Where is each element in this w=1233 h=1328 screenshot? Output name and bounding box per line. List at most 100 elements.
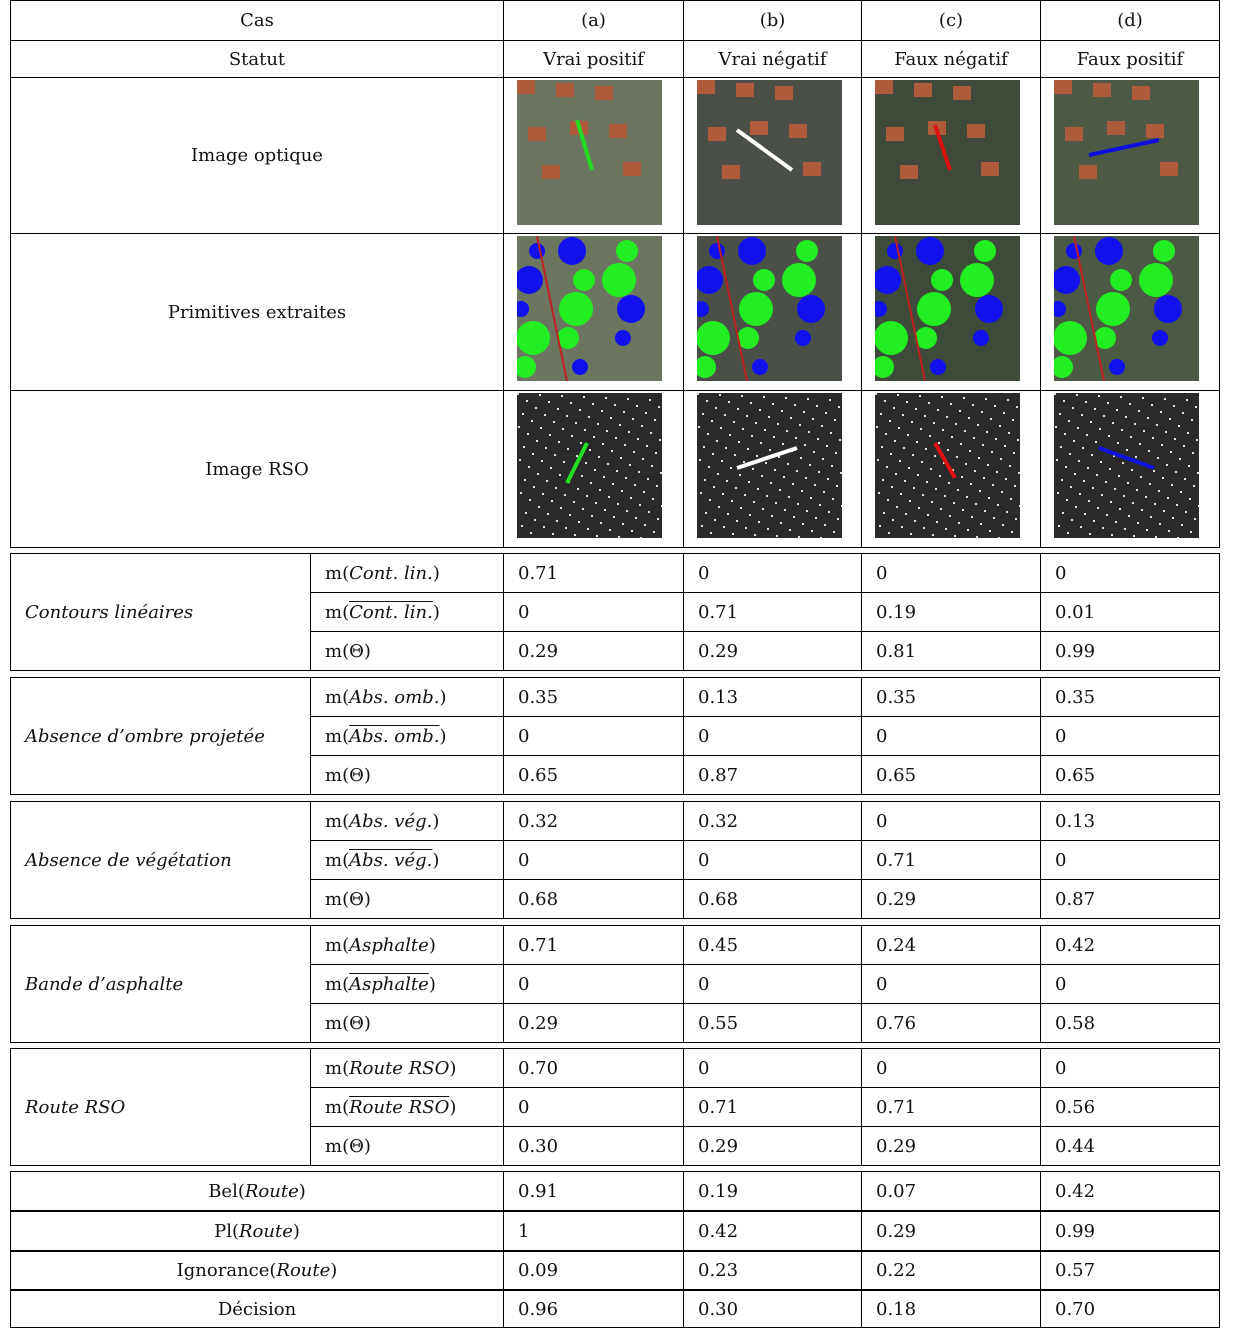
- value: 0.68: [698, 888, 739, 910]
- value-cell: 0: [503, 1087, 684, 1127]
- value: 0.96: [518, 1298, 559, 1320]
- value-cell: 0: [683, 964, 862, 1004]
- value-cell: 0.30: [683, 1290, 862, 1328]
- label-text: m(: [325, 601, 350, 623]
- value-cell: 0.57: [1040, 1251, 1220, 1290]
- value: 1: [518, 1220, 530, 1242]
- value-cell: 0.71: [503, 925, 684, 965]
- value: 0: [518, 1096, 530, 1118]
- value: 0: [1055, 725, 1067, 747]
- value-cell: 0: [861, 801, 1041, 841]
- mass-label: m(Θ): [310, 755, 504, 795]
- value: 0.29: [876, 888, 917, 910]
- value-cell: 0.29: [861, 1126, 1041, 1166]
- header-cell: Cas: [10, 0, 504, 41]
- value-cell: 0.70: [503, 1048, 684, 1088]
- label-text: ): [298, 1180, 306, 1202]
- label-text: Décision: [217, 1298, 297, 1320]
- image: [875, 80, 1020, 225]
- value: 0: [876, 725, 888, 747]
- value: 0.87: [1055, 888, 1096, 910]
- value-cell: 0.71: [683, 592, 862, 632]
- mass-label: m(Abs. vég.): [310, 840, 504, 880]
- header-text: (a): [581, 10, 606, 31]
- value: 0.19: [876, 601, 917, 623]
- header-text: (c): [938, 10, 964, 31]
- image: [875, 393, 1020, 538]
- value-cell: 0.29: [503, 631, 684, 671]
- label-term: Route: [238, 1220, 293, 1242]
- value-cell: 0: [1040, 553, 1220, 593]
- value-cell: 0: [503, 964, 684, 1004]
- label-text: Bel(: [208, 1180, 245, 1202]
- label-text: m(: [325, 934, 350, 956]
- value: 0.99: [1055, 640, 1096, 662]
- value: 0.29: [876, 1135, 917, 1157]
- header-cell: (d): [1040, 0, 1220, 41]
- label-text: ): [439, 686, 447, 708]
- value-cell: 0.70: [1040, 1290, 1220, 1328]
- label-text: ): [292, 1220, 300, 1242]
- value-cell: 0.65: [861, 755, 1041, 795]
- value: 0.99: [1055, 1220, 1096, 1242]
- label-text: m(: [325, 849, 350, 871]
- result-label: Décision: [10, 1290, 504, 1328]
- mass-label: m(Cont. lin.): [310, 592, 504, 632]
- value: 0.32: [698, 810, 739, 832]
- value-cell: 0.76: [861, 1003, 1041, 1043]
- label-term: Asphalte: [349, 973, 429, 995]
- value: 0: [518, 601, 530, 623]
- value: 0.45: [698, 934, 739, 956]
- criterion-name: Absence de végétation: [10, 801, 311, 919]
- label-term: Asphalte: [349, 934, 429, 956]
- value-cell: 0.29: [503, 1003, 684, 1043]
- value: 0: [518, 725, 530, 747]
- header-cell: Vrai négatif: [683, 40, 862, 78]
- label-text: m(Θ): [325, 888, 371, 910]
- mass-label: m(Abs. omb.): [310, 677, 504, 717]
- value: 0.44: [1055, 1135, 1096, 1157]
- value-cell: 0: [861, 716, 1041, 756]
- mass-label: m(Θ): [310, 1003, 504, 1043]
- value-cell: 0.29: [683, 631, 862, 671]
- header-text: Cas: [240, 10, 274, 31]
- value: 0: [876, 1057, 888, 1079]
- value-cell: 1: [503, 1211, 684, 1251]
- value-cell: 0.42: [1040, 925, 1220, 965]
- label-text: m(: [325, 810, 350, 832]
- value-cell: 0.71: [861, 840, 1041, 880]
- image: [517, 236, 662, 381]
- value: 0.18: [876, 1298, 917, 1320]
- value-cell: 0.68: [683, 879, 862, 919]
- label-text: m(: [325, 725, 350, 747]
- mass-label: m(Route RSO): [310, 1087, 504, 1127]
- header-text: (b): [759, 10, 786, 31]
- image-row-label: Image optique: [10, 77, 504, 234]
- value-cell: 0.56: [1040, 1087, 1220, 1127]
- label-text: ): [432, 562, 440, 584]
- value: 0.42: [698, 1220, 739, 1242]
- value: 0.71: [698, 1096, 739, 1118]
- value-cell: 0.32: [683, 801, 862, 841]
- value: 0: [698, 849, 710, 871]
- header-cell: Faux négatif: [861, 40, 1041, 78]
- value-cell: 0.87: [683, 755, 862, 795]
- value-cell: 0.91: [503, 1171, 684, 1211]
- label-term: Abs. vég.: [349, 849, 433, 871]
- value: 0.29: [518, 640, 559, 662]
- value-cell: 0.23: [683, 1251, 862, 1290]
- mass-label: m(Asphalte): [310, 925, 504, 965]
- value: 0.13: [698, 686, 739, 708]
- value: 0: [1055, 1057, 1067, 1079]
- value-cell: 0.01: [1040, 592, 1220, 632]
- criterion-text: Contours linéaires: [25, 601, 194, 623]
- value-cell: 0.29: [683, 1126, 862, 1166]
- image: [697, 236, 842, 381]
- label-text: ): [428, 934, 436, 956]
- label-term: Cont. lin.: [349, 562, 433, 584]
- value-cell: 0.68: [503, 879, 684, 919]
- value: 0.71: [876, 1096, 917, 1118]
- result-label: Bel(Route): [10, 1171, 504, 1211]
- value: 0.22: [876, 1260, 917, 1281]
